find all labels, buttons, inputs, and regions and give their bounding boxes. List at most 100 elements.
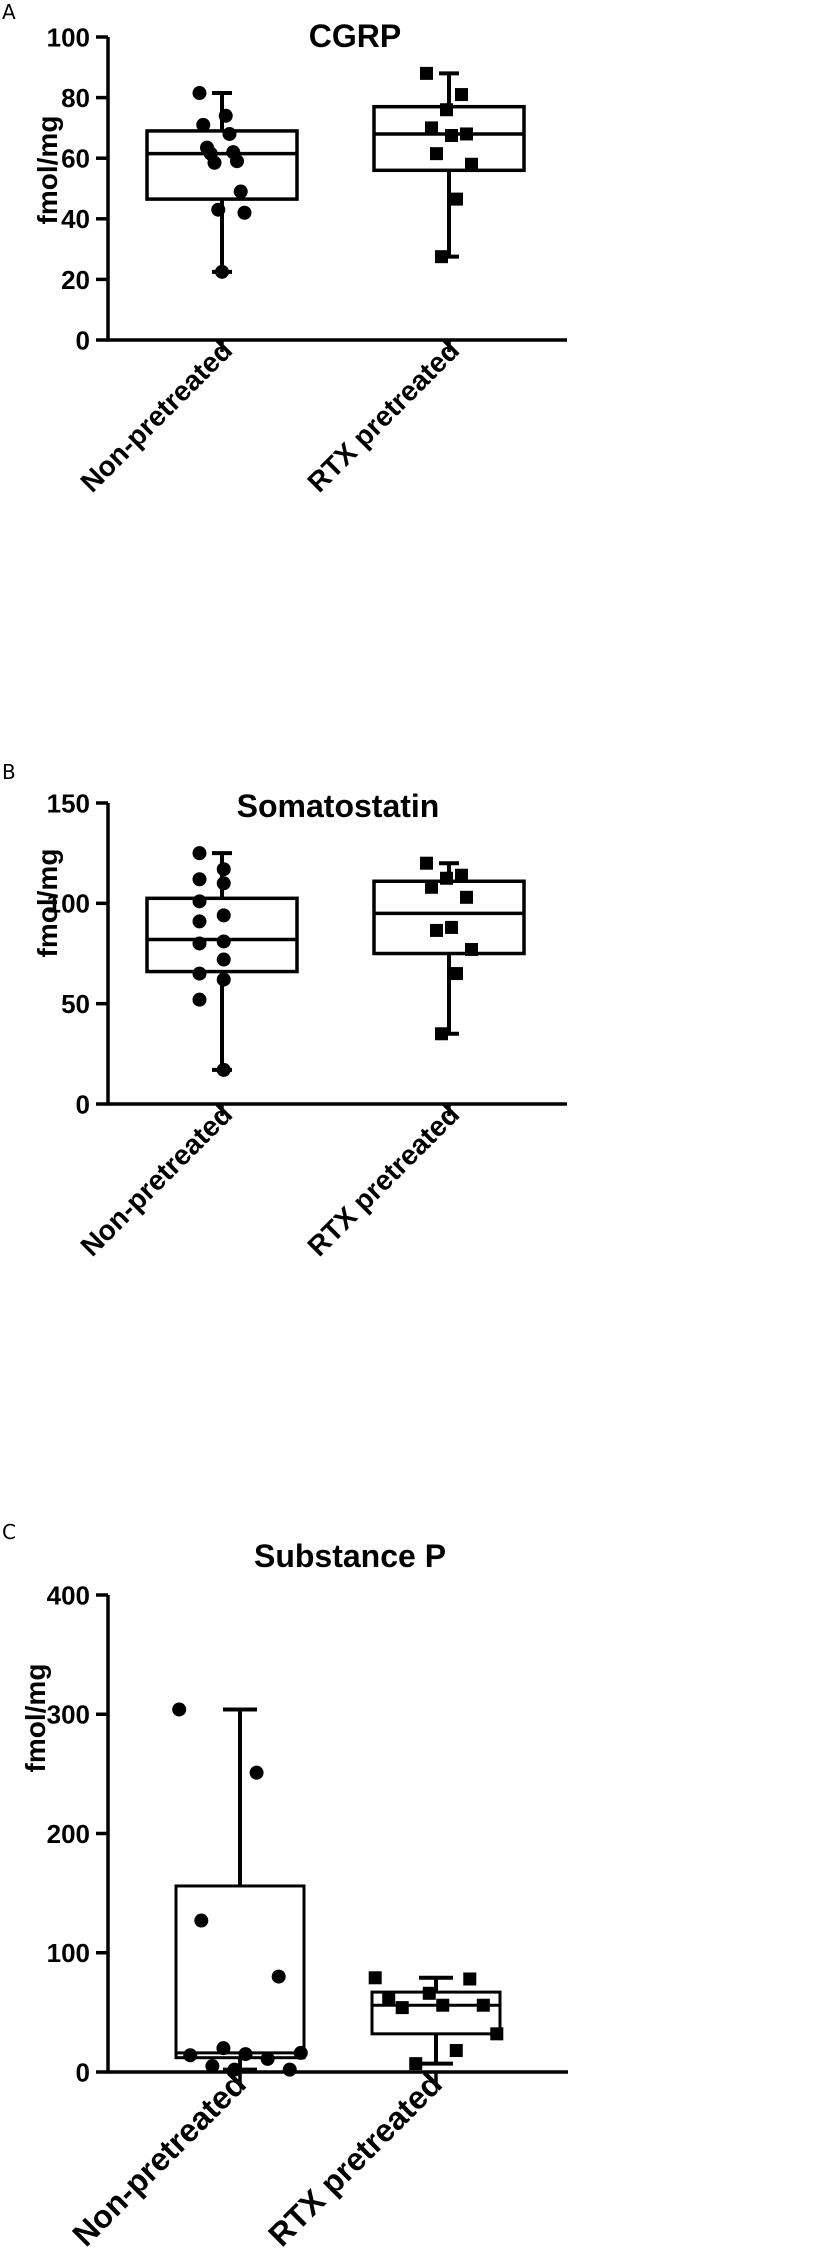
box-iqr — [145, 896, 299, 974]
data-point — [192, 936, 207, 951]
data-point — [435, 250, 448, 264]
data-point — [172, 1702, 187, 1717]
data-point — [211, 202, 226, 217]
data-point — [293, 2045, 308, 2060]
y-tick-label: 100 — [47, 889, 90, 919]
box-iqr — [370, 1990, 502, 2036]
data-point — [422, 1986, 436, 2000]
data-point — [192, 992, 207, 1007]
data-point — [216, 972, 231, 987]
y-tick-label: 60 — [61, 144, 90, 174]
data-point — [238, 2047, 253, 2062]
box-iqr — [145, 129, 299, 201]
data-point — [460, 127, 473, 141]
data-point — [227, 2062, 242, 2077]
y-tick-label: 400 — [47, 1580, 90, 1610]
panel-c: C Substance P fmol/mg 0 100 200 300 400 Non-p… — [0, 1520, 819, 2261]
data-point — [425, 121, 438, 135]
data-point — [222, 126, 237, 141]
series-group — [145, 846, 299, 1077]
data-point — [216, 862, 231, 877]
data-point — [271, 1969, 286, 1984]
data-point — [216, 876, 231, 891]
y-tick-label: 150 — [47, 788, 90, 818]
y-tick-label: 300 — [47, 1700, 90, 1730]
y-tick-label: 0 — [76, 1089, 90, 1119]
data-point — [215, 264, 229, 279]
data-point — [425, 880, 438, 894]
data-point — [192, 914, 207, 929]
box-iqr — [372, 879, 526, 956]
series-group — [368, 1971, 504, 2071]
box-plot-substance-p: 0 100 200 300 400 Non-pretreated RTX pretreate… — [47, 1580, 568, 2253]
data-point — [409, 2057, 423, 2071]
y-tick-label: 200 — [47, 1819, 90, 1849]
data-point — [260, 2051, 275, 2066]
y-tick-label: 100 — [47, 1938, 90, 1968]
data-point — [216, 908, 231, 923]
data-point — [368, 1971, 382, 1985]
data-point — [192, 966, 207, 981]
data-point — [440, 103, 453, 117]
panel-b: B Somatostatin fmol/mg 0 50 100 150 Non-pret… — [0, 760, 819, 1480]
y-tick-label: 20 — [61, 265, 90, 295]
data-point — [218, 108, 233, 123]
data-point — [216, 2041, 231, 2056]
data-point — [465, 942, 478, 956]
data-point — [233, 184, 248, 199]
data-point — [440, 871, 453, 885]
y-tick-label: 50 — [61, 989, 90, 1019]
data-point — [192, 86, 207, 101]
data-point — [216, 952, 231, 967]
data-point — [237, 205, 252, 220]
panel-letter: C — [2, 1520, 16, 1544]
data-point — [395, 2001, 409, 2015]
data-point — [465, 157, 478, 171]
series-group — [372, 66, 526, 264]
x-tick-label: Non-pretreated — [74, 334, 238, 498]
x-tick-label: Non-pretreated — [65, 2065, 253, 2253]
data-point — [216, 934, 231, 949]
series-group — [372, 856, 526, 1041]
x-tick-label: RTX pretreated — [261, 2065, 449, 2253]
data-point — [445, 128, 458, 142]
data-point — [249, 1765, 264, 1780]
panel-letter: A — [2, 0, 16, 24]
data-point — [455, 88, 468, 102]
data-point — [207, 155, 222, 170]
data-point — [445, 920, 458, 934]
series-group — [172, 1702, 308, 2077]
box-plot-cgrp: 0 20 40 60 80 100 Non-pretreated RTX pretreated — [47, 22, 567, 498]
y-tick-label: 40 — [61, 204, 90, 234]
data-point — [382, 1992, 396, 2006]
data-point — [194, 1913, 209, 1928]
data-point — [230, 154, 244, 169]
data-point — [216, 1062, 231, 1077]
data-point — [435, 1027, 448, 1041]
data-point — [183, 2048, 198, 2063]
data-point — [192, 846, 207, 861]
chart-title: CGRP — [308, 18, 402, 54]
series-group — [145, 86, 299, 279]
y-tick-label: 100 — [47, 22, 90, 52]
panel-a: A CGRP fmol/mg 0 20 40 60 80 100 Non-pretreate… — [0, 0, 819, 740]
data-point — [420, 66, 433, 80]
panel-letter: B — [2, 760, 16, 784]
y-tick-label: 0 — [76, 325, 90, 355]
data-point — [196, 117, 211, 132]
data-point — [205, 2059, 220, 2074]
chart-title: Substance P — [253, 1538, 447, 1574]
box-iqr — [174, 1884, 306, 2060]
data-point — [460, 890, 473, 904]
data-point — [490, 2027, 504, 2041]
x-tick-label: RTX pretreated — [301, 1098, 465, 1262]
data-point — [192, 872, 207, 887]
data-point — [463, 1972, 477, 1986]
x-tick-label: RTX pretreated — [301, 334, 465, 498]
data-point — [450, 192, 463, 206]
data-point — [420, 856, 433, 870]
data-point — [192, 894, 207, 909]
data-point — [476, 1998, 490, 2012]
data-point — [450, 967, 463, 981]
data-point — [436, 1998, 450, 2012]
